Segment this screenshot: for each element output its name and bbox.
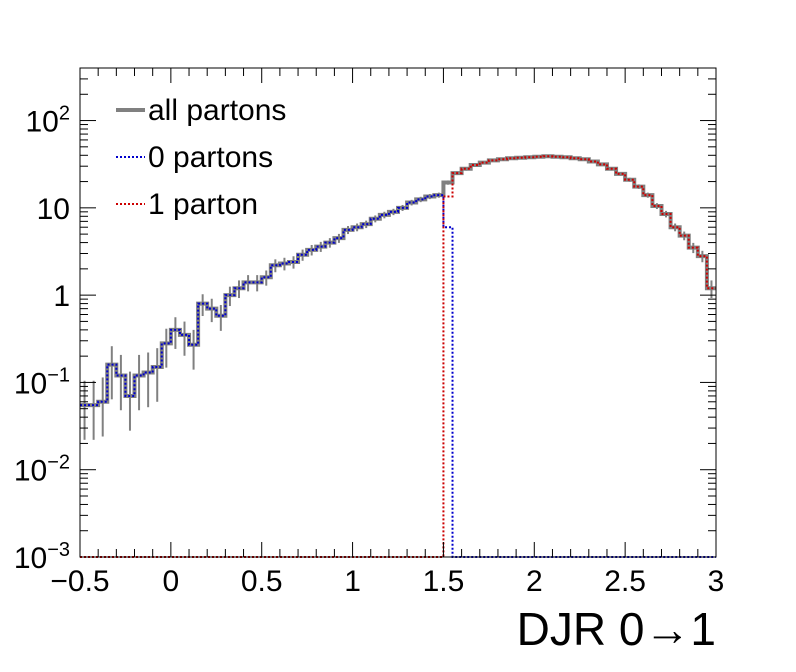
y-tick-label: 10 (37, 193, 70, 226)
y-tick-label: 102 (26, 103, 71, 139)
x-tick-label: 1.5 (423, 565, 465, 598)
x-tick-label: 3 (708, 565, 725, 598)
y-tick-label: 10−1 (14, 364, 70, 400)
ticks-layer (79, 67, 717, 558)
legend-label-0: all partons (148, 94, 286, 127)
y-tick-label: 10−2 (14, 452, 70, 488)
series-layer (80, 154, 716, 558)
x-tick-label: 0 (163, 565, 180, 598)
x-tick-label: 2 (526, 565, 543, 598)
series-line-2 (80, 155, 716, 558)
legend-label-2: 1 parton (148, 188, 258, 221)
x-tick-label: 1 (344, 565, 361, 598)
tick-labels-layer: −0.5 0 0.5 1 1.5 2 2.5 3 10−3 10−2 10−1 1 10 102 (14, 103, 725, 598)
legend: all partons 0 partons 1 parton (116, 94, 286, 221)
x-tick-label: 0.5 (241, 565, 283, 598)
legend-label-1: 0 partons (148, 141, 273, 174)
plot-frame (79, 67, 717, 558)
y-tick-label: 10−3 (14, 539, 70, 575)
x-tick-label: −0.5 (50, 565, 109, 598)
y-tick-label: 1 (53, 280, 70, 313)
x-tick-label: 2.5 (604, 565, 646, 598)
x-axis-title: DJR 0→1 (517, 603, 716, 655)
series-line-1 (80, 194, 716, 558)
